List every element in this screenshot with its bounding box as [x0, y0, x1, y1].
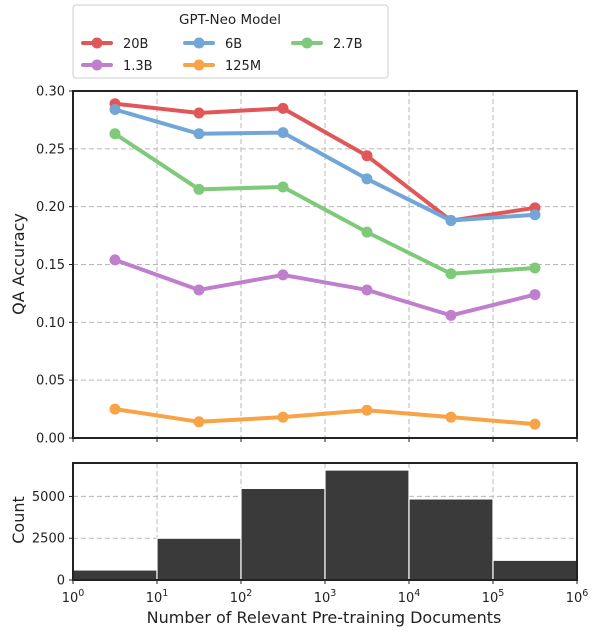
legend: GPT-Neo Model 20B 6B 2.7B 1.3B 125M — [72, 4, 389, 79]
data-point-125M — [445, 411, 457, 423]
histogram-bar — [72, 569, 158, 581]
data-point-1.3B — [109, 254, 121, 266]
x-tick-exponent: 6 — [582, 588, 588, 599]
x-tick-label: 105 — [482, 588, 505, 606]
data-point-1.3B — [529, 289, 541, 301]
data-point-125M — [361, 404, 373, 416]
x-tick-base: 10 — [62, 591, 79, 606]
x-tick-exponent: 2 — [246, 588, 252, 599]
x-tick-base: 10 — [566, 591, 583, 606]
count-tick-label: 5000 — [32, 490, 65, 505]
y-tick-label: 0.15 — [36, 258, 65, 273]
data-point-6B — [445, 215, 457, 227]
x-tick-base: 10 — [146, 591, 163, 606]
legend-marker-6B — [193, 37, 205, 49]
x-tick-label: 104 — [398, 588, 421, 606]
x-tick-base: 10 — [482, 591, 499, 606]
data-point-6B — [109, 104, 121, 116]
y-tick-label: 0.10 — [36, 316, 65, 331]
series-line-2.7B — [112, 131, 537, 276]
x-tick-exponent: 4 — [414, 588, 420, 599]
legend-marker-1.3B — [91, 59, 103, 71]
histogram-bar — [408, 498, 494, 581]
x-tick-base: 10 — [314, 591, 331, 606]
accuracy-line-chart: 0.00 0.05 0.10 0.15 0.20 0.25 0.30 — [36, 85, 578, 447]
histogram-bar — [240, 487, 326, 581]
data-point-125M — [529, 418, 541, 430]
data-point-2.7B — [193, 183, 205, 195]
histogram-bar — [156, 537, 242, 581]
histogram-bar — [324, 469, 410, 581]
x-tick-label: 100 — [62, 588, 85, 606]
legend-marker-125M — [193, 59, 205, 71]
y-tick-label: 0.25 — [36, 142, 65, 157]
data-point-125M — [193, 416, 205, 428]
legend-label-2.7B: 2.7B — [333, 37, 363, 52]
legend-label-1.3B: 1.3B — [123, 59, 153, 74]
data-point-20B — [193, 107, 205, 119]
data-point-125M — [277, 411, 289, 423]
legend-label-6B: 6B — [225, 37, 242, 52]
series-line-125M — [112, 407, 537, 427]
x-tick-exponent: 1 — [162, 588, 168, 599]
data-point-20B — [277, 102, 289, 114]
data-point-6B — [361, 173, 373, 185]
data-point-1.3B — [445, 309, 457, 321]
data-point-2.7B — [445, 268, 457, 280]
data-point-2.7B — [361, 226, 373, 238]
data-point-6B — [529, 209, 541, 221]
x-tick-base: 10 — [230, 591, 247, 606]
x-tick-label: 106 — [566, 588, 589, 606]
legend-box — [72, 4, 389, 79]
legend-marker-20B — [91, 37, 103, 49]
legend-title: GPT-Neo Model — [179, 12, 281, 28]
data-point-6B — [277, 127, 289, 139]
data-point-1.3B — [361, 284, 373, 296]
data-point-125M — [109, 403, 121, 415]
x-tick-exponent: 3 — [330, 588, 336, 599]
data-point-2.7B — [277, 181, 289, 193]
data-point-1.3B — [277, 269, 289, 281]
y-tick-label: 0.05 — [36, 374, 65, 389]
x-tick-label: 101 — [146, 588, 169, 606]
x-tick-label: 103 — [314, 588, 337, 606]
y-axis-title-accuracy: QA Accuracy — [9, 213, 28, 315]
legend-label-20B: 20B — [123, 37, 148, 52]
x-axis-title: Number of Relevant Pre-training Document… — [147, 608, 502, 627]
data-point-1.3B — [193, 284, 205, 296]
data-point-20B — [361, 150, 373, 162]
count-tick-label: 2500 — [32, 532, 65, 547]
x-tick-exponent: 0 — [78, 588, 84, 599]
data-point-6B — [193, 128, 205, 140]
y-tick-label: 0.30 — [36, 85, 65, 100]
x-tick-label: 102 — [230, 588, 253, 606]
top-plot-frame — [72, 90, 578, 439]
count-tick-label: 0 — [57, 574, 65, 589]
x-tick-exponent: 5 — [498, 588, 504, 599]
histogram-bar — [492, 559, 578, 581]
data-point-2.7B — [529, 262, 541, 274]
data-point-2.7B — [109, 128, 121, 140]
series-line-6B — [112, 107, 537, 223]
x-tick-base: 10 — [398, 591, 415, 606]
legend-marker-2.7B — [301, 37, 313, 49]
legend-label-125M: 125M — [225, 59, 261, 74]
y-tick-label: 0.20 — [36, 200, 65, 215]
series-line-1.3B — [112, 257, 537, 318]
y-axis-title-count: Count — [9, 496, 28, 544]
y-tick-label: 0.00 — [36, 432, 65, 447]
